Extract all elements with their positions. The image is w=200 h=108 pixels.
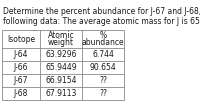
Text: Atomic: Atomic (48, 31, 74, 40)
Text: %: % (99, 31, 107, 40)
Text: Determine the percent abundance for J-67 and J-68, given the: Determine the percent abundance for J-67… (3, 7, 200, 16)
Text: Isotope: Isotope (7, 34, 35, 44)
Text: J-67: J-67 (14, 76, 28, 85)
Text: 90.654: 90.654 (90, 63, 116, 72)
Text: 63.9296: 63.9296 (45, 50, 77, 59)
Text: ??: ?? (99, 89, 107, 98)
Bar (2, 30, 124, 100)
Text: 67.9113: 67.9113 (45, 89, 77, 98)
Text: abundance: abundance (82, 38, 124, 47)
Text: J-64: J-64 (14, 50, 28, 59)
Text: weight: weight (48, 38, 74, 47)
Text: 66.9154: 66.9154 (45, 76, 77, 85)
Text: 65.9449: 65.9449 (45, 63, 77, 72)
Text: ??: ?? (99, 76, 107, 85)
Text: J-66: J-66 (14, 63, 28, 72)
Text: J-68: J-68 (14, 89, 28, 98)
Text: 6.744: 6.744 (92, 50, 114, 59)
Text: following data: The average atomic mass for J is 65.96 amu.: following data: The average atomic mass … (3, 17, 200, 26)
